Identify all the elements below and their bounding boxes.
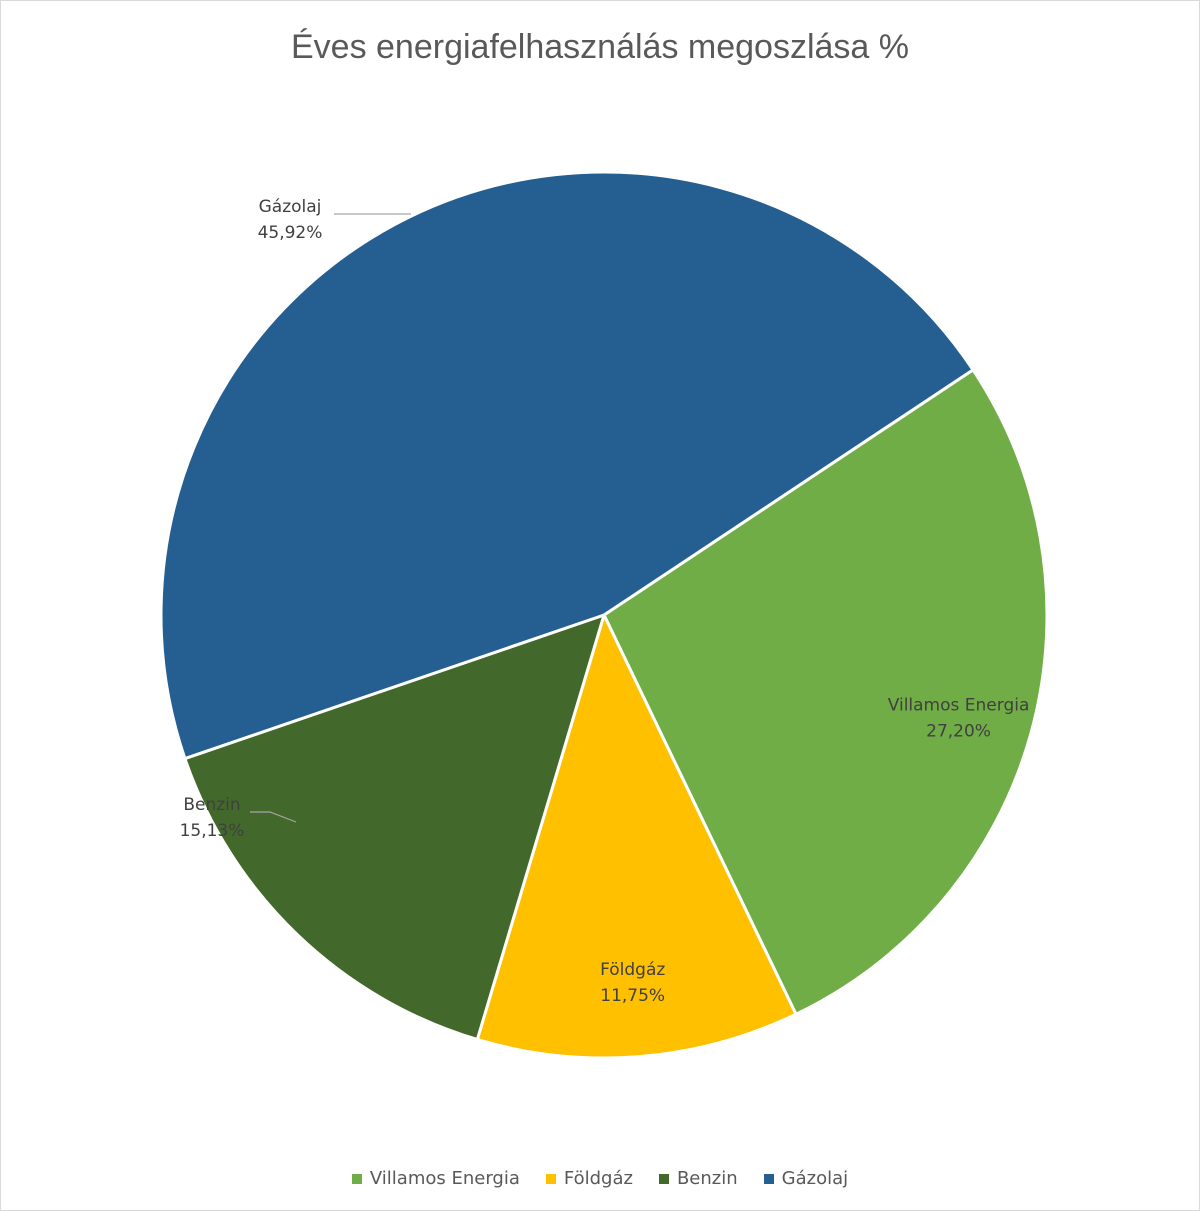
data-label-category: Villamos Energia [888,695,1030,715]
data-label-value: 45,92% [258,223,323,243]
legend-label: Földgáz [564,1168,633,1189]
pie-slices [161,172,1047,1058]
legend-label: Gázolaj [782,1168,848,1189]
legend-label: Benzin [677,1168,738,1189]
legend-swatch [659,1174,669,1184]
data-label-category: Benzin [183,795,240,815]
data-label-value: 27,20% [926,721,991,741]
legend-item-foldgaz: Földgáz [546,1168,633,1189]
legend-swatch [764,1174,774,1184]
legend-item-villamos-energia: Villamos Energia [352,1168,520,1189]
data-label-value: 11,75% [600,986,665,1006]
legend-item-gazolaj: Gázolaj [764,1168,848,1189]
data-label-category: Földgáz [600,960,665,980]
legend-swatch [352,1174,362,1184]
legend-swatch [546,1174,556,1184]
data-label-value: 15,13% [180,821,245,841]
data-label-category: Gázolaj [259,197,322,217]
legend-label: Villamos Energia [370,1168,520,1189]
legend: Villamos Energia Földgáz Benzin Gázolaj [0,1168,1200,1189]
legend-item-benzin: Benzin [659,1168,738,1189]
